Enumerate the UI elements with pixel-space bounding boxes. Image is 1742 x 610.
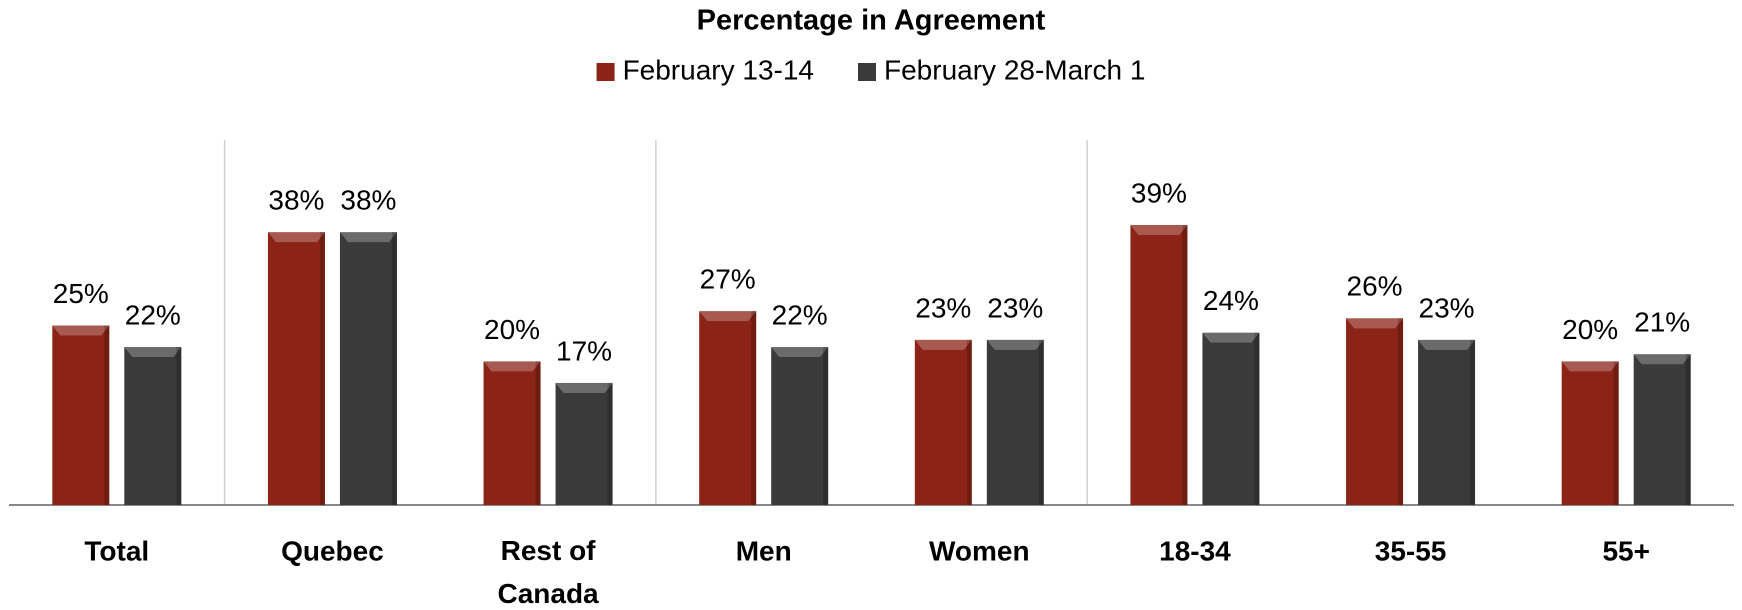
bar-shade [535, 361, 541, 505]
legend: February 13-14 February 28-March 1 [596, 54, 1145, 85]
data-label: 27% [700, 264, 756, 295]
data-label: 39% [1131, 177, 1187, 208]
bar [1561, 361, 1619, 505]
bar-shade [319, 232, 325, 505]
data-label: 20% [484, 314, 540, 345]
bar-bevel [986, 339, 1044, 350]
bar-bevel [483, 361, 541, 372]
bar [52, 325, 110, 505]
bar-bevel [267, 232, 325, 243]
bar-shade [104, 325, 110, 505]
bar-shade [1182, 224, 1188, 506]
bar-bevel [914, 339, 972, 350]
bar [339, 232, 397, 505]
bar [1346, 318, 1404, 505]
legend-label: February 28-March 1 [884, 54, 1145, 85]
data-label: 25% [53, 278, 109, 309]
chart-title: Percentage in Agreement [697, 5, 1046, 37]
bar-bevel [1633, 354, 1691, 365]
x-tick-label: Total [84, 535, 149, 566]
bar [124, 347, 182, 505]
data-label: 23% [915, 292, 971, 323]
bar [1633, 354, 1691, 505]
bar-shade [176, 347, 182, 505]
data-label: 22% [125, 299, 181, 330]
bar-shade [1613, 361, 1619, 505]
bar-bevel [771, 347, 829, 358]
bar [1130, 224, 1188, 506]
bar [771, 347, 829, 505]
bar-bevel [555, 382, 613, 393]
bar [555, 382, 613, 505]
data-label: 26% [1347, 271, 1403, 302]
legend-label: February 13-14 [623, 54, 814, 85]
x-tick-label: Rest of Canada [497, 535, 599, 609]
bar [483, 361, 541, 505]
bar-bevel [1418, 339, 1476, 350]
data-label: 20% [1562, 314, 1618, 345]
x-tick-label: 55+ [1602, 535, 1650, 566]
data-label: 23% [1419, 292, 1475, 323]
legend-swatch [596, 63, 615, 81]
data-label: 24% [1203, 285, 1259, 316]
bar-shade [1685, 354, 1691, 505]
bar-bevel [1130, 224, 1188, 235]
bar-shade [1470, 339, 1476, 505]
bar-bevel [1561, 361, 1619, 372]
data-label: 23% [987, 292, 1043, 323]
x-tick-label: Women [929, 535, 1030, 566]
bar-bevel [1346, 318, 1404, 329]
data-label: 38% [340, 185, 396, 216]
bar-bevel [1202, 332, 1260, 343]
bar [914, 339, 972, 505]
bar [986, 339, 1044, 505]
bar [1202, 332, 1260, 505]
x-tick-label: Quebec [281, 535, 384, 566]
legend-swatch [858, 63, 876, 81]
bar-shade [391, 232, 397, 505]
bar-shade [823, 347, 829, 505]
data-label: 21% [1634, 307, 1690, 338]
bar-shade [966, 339, 972, 505]
bar-shade [751, 311, 757, 505]
bar-bevel [699, 311, 757, 322]
bar-bevel [339, 232, 397, 243]
bar-shade [1254, 332, 1260, 505]
x-tick-label: 35-55 [1375, 535, 1447, 566]
bar-shade [1398, 318, 1404, 505]
data-label: 38% [268, 185, 324, 216]
data-label: 22% [772, 299, 828, 330]
bar [699, 311, 757, 505]
bar-shade [607, 382, 613, 505]
bar [267, 232, 325, 505]
data-label: 17% [556, 335, 612, 366]
bar-bevel [52, 325, 110, 336]
bar-shade [1038, 339, 1044, 505]
bar-bevel [124, 347, 182, 358]
bar [1418, 339, 1476, 505]
x-tick-label: 18-34 [1159, 535, 1231, 566]
x-tick-label: Men [736, 535, 792, 566]
